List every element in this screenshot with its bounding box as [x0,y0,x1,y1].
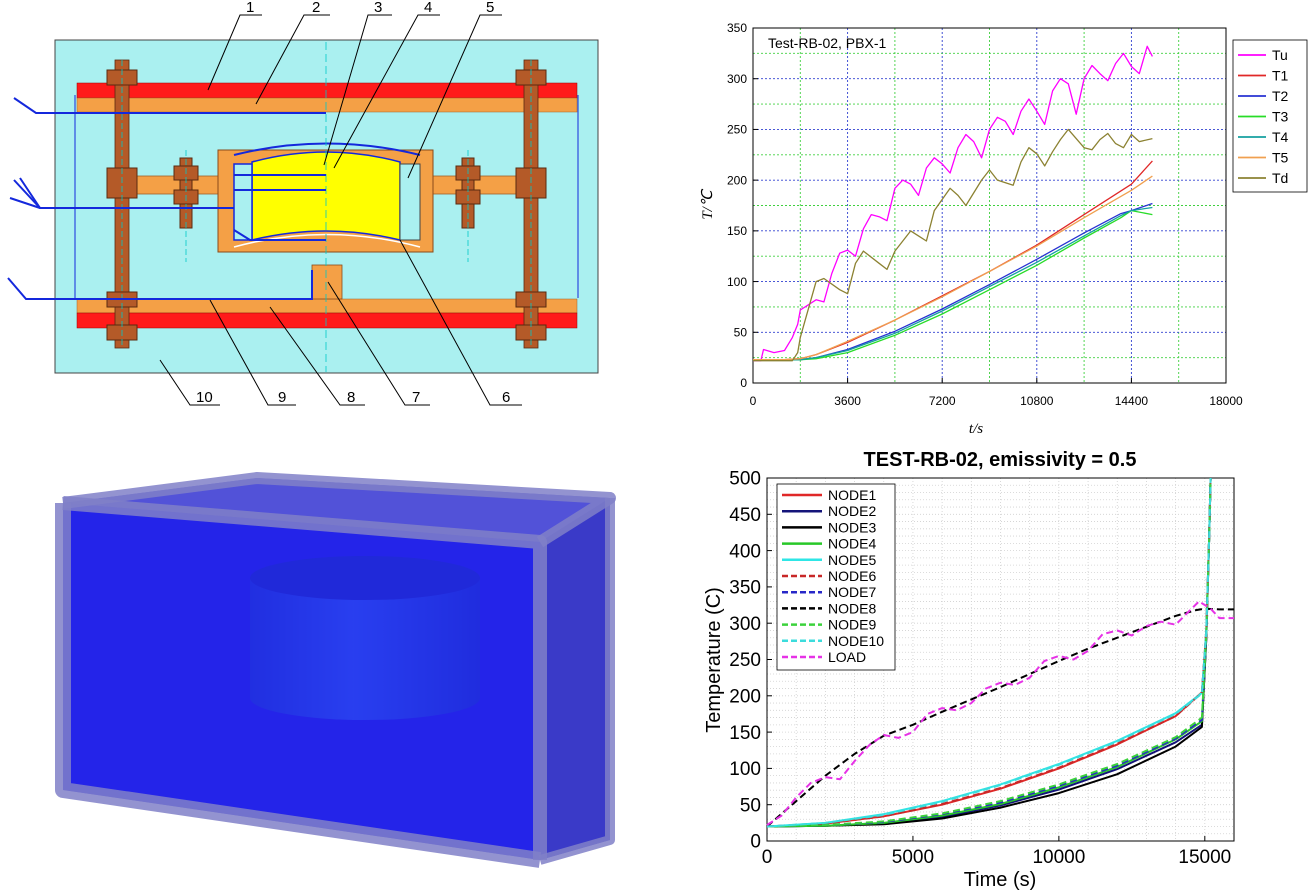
pedestal [311,264,343,300]
c2-ytick-label: 300 [729,614,761,635]
c1-plot-frame [752,27,1227,384]
callout-9: 9 [278,389,286,406]
legend-label-node1: NODE1 [828,487,876,503]
c1-ytick-label: 300 [727,72,747,86]
c1-annotation: Test-RB-02, PBX-1 [768,35,886,51]
legend-label-node6: NODE6 [828,568,876,584]
box-right-face [540,498,610,860]
series-node8-line [766,607,1234,828]
legend-label-node7: NODE7 [828,584,876,600]
c1-ytick-label: 200 [727,173,747,187]
series-tu-line [753,45,1153,362]
c1-ytick-label: 150 [727,224,747,238]
series-t3-line [753,209,1153,361]
c2-ytick-label: 450 [729,505,761,526]
series-node10-line [766,477,1212,828]
c2-xtick-label: 15000 [1178,847,1231,868]
c2-xtick-label: 10000 [1032,847,1085,868]
legend-label-t4: T4 [1272,129,1289,145]
bolt-right-outer [515,59,547,349]
insulation-left [233,163,253,241]
c2-title: TEST-RB-02, emissivity = 0.5 [864,449,1137,471]
series-t2-line [753,202,1153,361]
legend-label-node3: NODE3 [828,519,876,535]
c2-series [766,477,1234,828]
c1-ytick-label: 50 [734,325,748,339]
callout-7: 7 [412,389,420,406]
c1-xtick-label: 14400 [1115,394,1149,408]
c2-ytick-label: 50 [740,795,761,816]
c1-xtick-label: 7200 [929,394,956,408]
c1-xtick-label: 0 [750,394,757,408]
c1-xtick-label: 18000 [1209,394,1243,408]
c1-ticks: 0 3600 7200 10800 14400 18000 0 50 100 150 200 250 3… [727,21,1243,408]
bolt-left-inner [173,150,199,262]
callout-5: 5 [486,0,494,16]
callout-8: 8 [347,389,355,406]
legend-label-node5: NODE5 [828,552,876,568]
c2-xtick-label: 5000 [892,847,934,868]
top-heater-plate [76,82,578,99]
series-t5-line [753,175,1153,361]
c1-ytick-label: 350 [727,21,747,35]
c2-legend: NODE1NODE2NODE3NODE4NODE5NODE6NODE7NODE8… [782,487,884,665]
legend-label-node2: NODE2 [828,503,876,519]
c1-series [753,45,1153,362]
legend-label-t1: T1 [1272,68,1289,84]
c2-ytick-label: 350 [729,578,761,599]
c1-ylabel: T/℃ [700,188,716,220]
c2-ytick-label: 400 [729,541,761,562]
legend-label-t2: T2 [1272,88,1289,104]
legend-label-t5: T5 [1272,150,1289,166]
c2-ytick-label: 200 [729,686,761,707]
c1-ytick-label: 100 [727,275,747,289]
insulation-right [399,163,421,241]
c1-xtick-label: 10800 [1020,394,1054,408]
legend-label-td: Td [1272,170,1288,186]
legend-label-node10: NODE10 [828,633,884,649]
top-copper-plate [76,97,578,113]
c1-ytick-label: 0 [740,376,747,390]
callout-2: 2 [312,0,320,16]
c2-ytick-label: 100 [729,759,761,780]
c1-xtick-label: 3600 [834,394,861,408]
callout-4: 4 [424,0,432,16]
bolt-right-inner [455,150,481,262]
callout-6: 6 [502,389,510,406]
c1-grid [753,28,1226,383]
thermocouple-wires [7,97,326,300]
bottom-copper-plate [76,298,578,314]
c1-xlabel: t/s [969,421,983,437]
c2-xlabel: Time (s) [964,869,1037,891]
simulated-temperature-chart: 0 5000 10000 15000 0 50 100 150 200 250 300 350 400 4… [703,449,1235,891]
callout-3: 3 [374,0,382,16]
legend-label-node4: NODE4 [828,536,876,552]
c1-ytick-label: 250 [727,123,747,137]
callout-1: 1 [246,0,254,16]
callout-10: 10 [196,389,213,406]
apparatus-diagram: 1 2 3 4 5 6 7 8 9 10 [7,0,599,406]
series-td-line [753,128,1153,362]
c2-ylabel: Temperature (C) [703,587,725,733]
c2-ytick-label: 250 [729,650,761,671]
legend-label-t3: T3 [1272,109,1289,125]
measured-temperature-chart: 0 3600 7200 10800 14400 18000 0 50 100 150 200 250 3… [700,21,1308,437]
series-t4-line [753,206,1153,361]
box-walls [55,472,616,868]
series-load-line [766,600,1234,826]
legend-label-node9: NODE9 [828,617,876,633]
c1-legend: Tu T1 T2 T3 T4 T5 Td [1238,47,1289,186]
series-node9-line [766,477,1212,828]
legend-label-tu: Tu [1272,47,1288,63]
legend-label-load: LOAD [828,649,866,665]
model-3d-view [55,472,616,868]
c2-ytick-label: 0 [750,832,761,853]
legend-label-node8: NODE8 [828,600,876,616]
box-front-face [63,503,540,860]
bottom-heater-plate [76,312,578,329]
c2-xtick-label: 0 [762,847,773,868]
c2-ytick-label: 500 [729,469,761,490]
c2-ticks: 0 5000 10000 15000 0 50 100 150 200 250 300 350 400 4… [729,469,1231,868]
c2-ytick-label: 150 [729,723,761,744]
